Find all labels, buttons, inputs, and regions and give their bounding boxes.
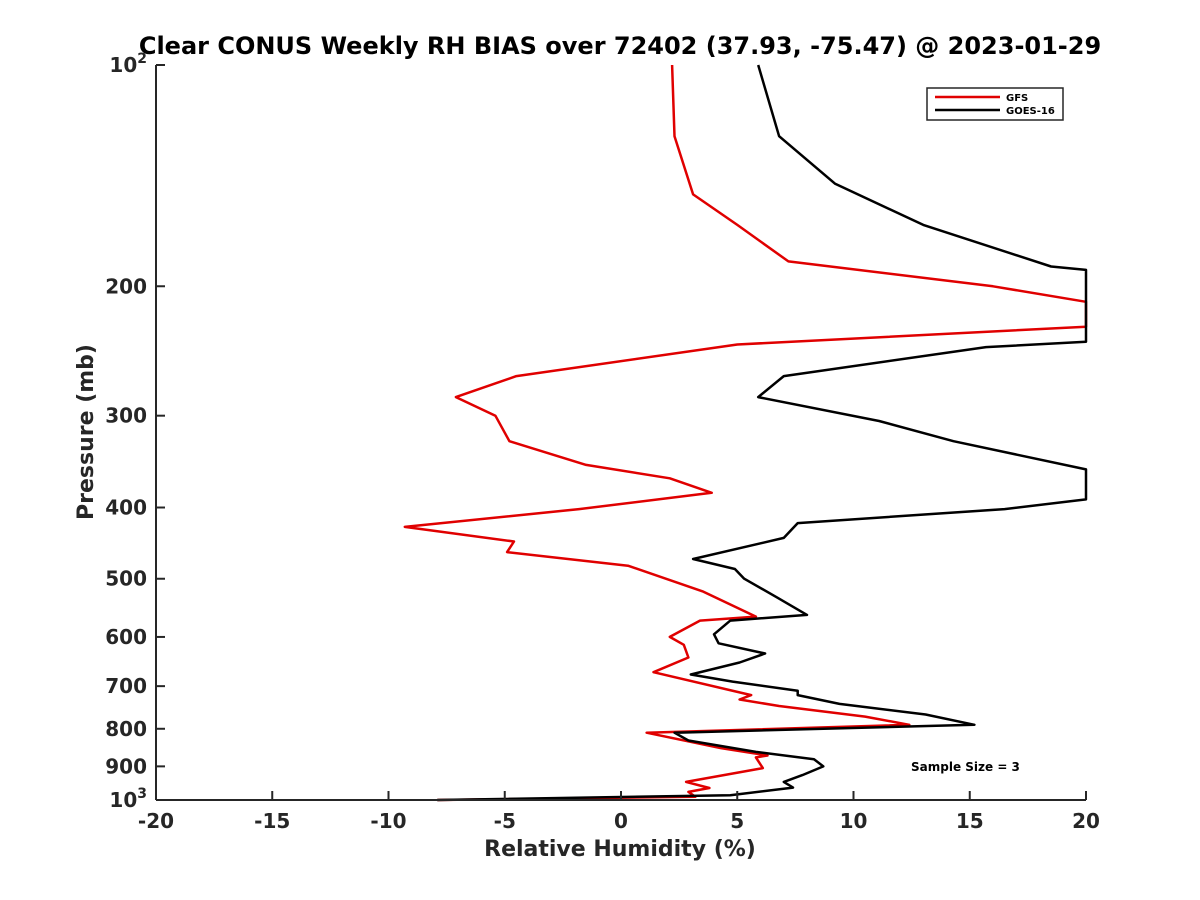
- x-tick-label: 5: [730, 809, 744, 833]
- y-axis-label: Pressure (mb): [74, 344, 99, 520]
- x-tick-label: 10: [840, 809, 868, 833]
- y-tick-label: 800: [105, 717, 147, 741]
- x-tick-label: -15: [254, 809, 290, 833]
- sample-size-annotation: Sample Size = 3: [911, 760, 1020, 774]
- x-axis-label: Relative Humidity (%): [484, 837, 756, 862]
- x-tick-label: 15: [956, 809, 984, 833]
- legend: GFS GOES-16: [926, 87, 1064, 121]
- y-tick-label: 300: [105, 404, 147, 428]
- y-tick-label: 600: [105, 625, 147, 649]
- series-line-goes16: [437, 64, 1088, 802]
- x-tick-label: 0: [614, 809, 628, 833]
- legend-box: [926, 87, 1064, 121]
- y-tick-label: 500: [105, 567, 147, 591]
- x-tick-label: -10: [370, 809, 406, 833]
- y-tick-label: 900: [105, 754, 147, 778]
- x-tick-label: -20: [138, 809, 174, 833]
- chart-title: Clear CONUS Weekly RH BIAS over 72402 (3…: [139, 32, 1101, 60]
- legend-label-goes16: GOES-16: [1006, 106, 1055, 117]
- y-tick-label: 400: [105, 496, 147, 520]
- x-tick-label: -5: [494, 809, 516, 833]
- y-tick-label: 200: [105, 274, 147, 298]
- x-tick-label: 20: [1072, 809, 1100, 833]
- y-tick-label: 700: [105, 674, 147, 698]
- x-ticks: -20 -15 -10 -5 0 5 10 15 20: [138, 791, 1100, 833]
- legend-label-gfs: GFS: [1006, 93, 1028, 104]
- series-layer: [403, 64, 1088, 802]
